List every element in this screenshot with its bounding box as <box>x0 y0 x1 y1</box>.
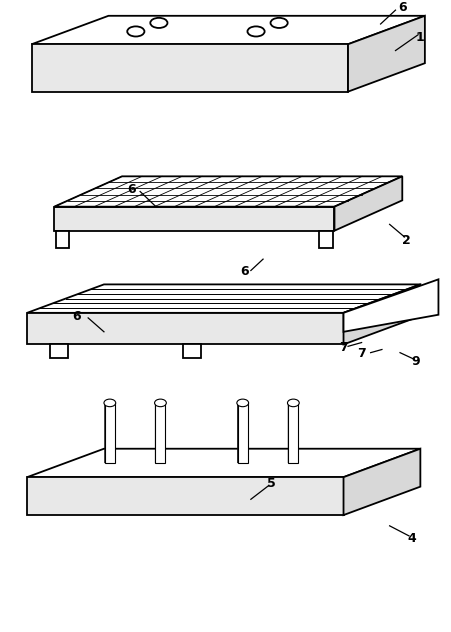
Polygon shape <box>237 401 240 463</box>
Ellipse shape <box>236 399 248 407</box>
Polygon shape <box>288 403 298 463</box>
Polygon shape <box>343 449 419 515</box>
Text: 7: 7 <box>338 341 347 354</box>
Polygon shape <box>32 16 424 44</box>
Polygon shape <box>27 477 343 515</box>
Polygon shape <box>27 449 419 477</box>
Polygon shape <box>54 207 334 231</box>
Ellipse shape <box>127 27 144 37</box>
Polygon shape <box>54 176 401 207</box>
Text: 7: 7 <box>356 348 365 360</box>
Ellipse shape <box>154 399 166 407</box>
Polygon shape <box>318 231 332 248</box>
Polygon shape <box>27 313 343 344</box>
Polygon shape <box>50 344 68 358</box>
Polygon shape <box>182 344 200 358</box>
Text: 1: 1 <box>415 32 424 44</box>
Polygon shape <box>155 403 165 463</box>
Text: 4: 4 <box>406 532 415 545</box>
Polygon shape <box>27 284 419 313</box>
Text: 9: 9 <box>410 355 419 368</box>
Polygon shape <box>105 403 115 463</box>
Ellipse shape <box>150 18 167 28</box>
Polygon shape <box>288 401 290 463</box>
Text: 6: 6 <box>72 310 81 322</box>
Text: 6: 6 <box>126 183 135 196</box>
Polygon shape <box>155 401 158 463</box>
Text: 2: 2 <box>401 234 410 246</box>
Ellipse shape <box>247 27 264 37</box>
Polygon shape <box>32 44 347 92</box>
Ellipse shape <box>104 399 115 407</box>
Text: 6: 6 <box>397 1 406 14</box>
Ellipse shape <box>287 399 299 407</box>
Text: 6: 6 <box>239 265 248 278</box>
Polygon shape <box>347 16 424 92</box>
Polygon shape <box>343 284 419 344</box>
Text: 5: 5 <box>266 477 275 490</box>
Polygon shape <box>343 279 437 332</box>
Polygon shape <box>334 176 401 231</box>
Polygon shape <box>237 403 247 463</box>
Polygon shape <box>105 401 107 463</box>
Polygon shape <box>56 231 69 248</box>
Ellipse shape <box>270 18 287 28</box>
